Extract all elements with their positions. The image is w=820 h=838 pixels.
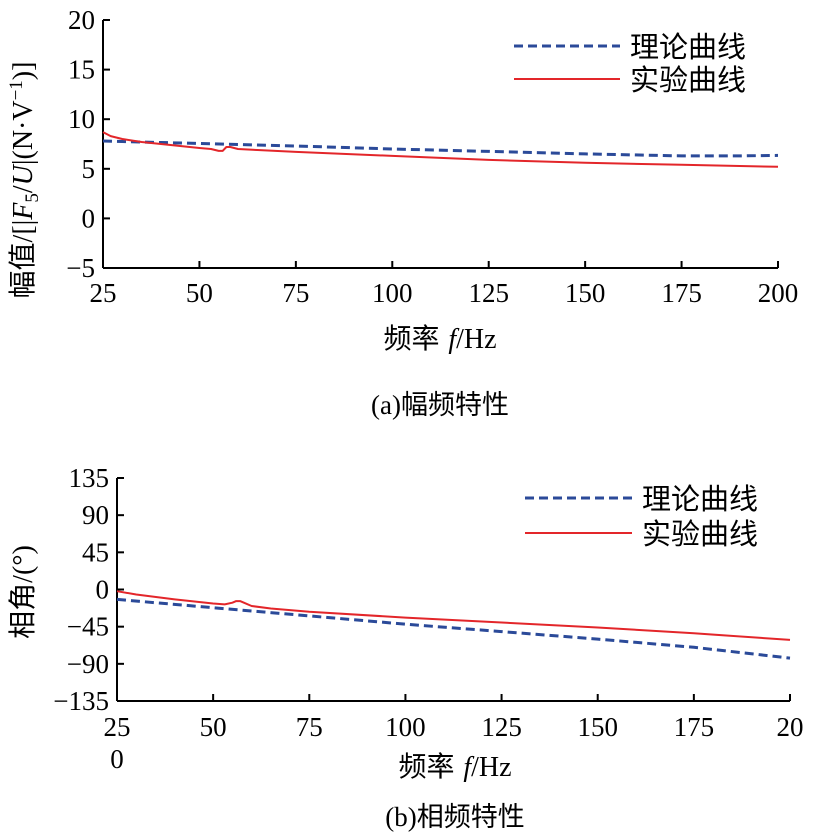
legend-theory-label: 理论曲线: [630, 30, 746, 64]
theory-curve: [116, 597, 791, 660]
legend-experiment-label: 实验曲线: [642, 517, 758, 551]
y-tick-label: −135: [53, 686, 109, 716]
caption-amplitude: (a)幅频特性: [371, 390, 509, 420]
x-tick-label: 50: [200, 712, 227, 742]
y-tick-label: 0: [82, 203, 96, 233]
y-tick-label: 45: [82, 537, 109, 567]
theory-curve: [102, 139, 779, 158]
x-tick-label: 175: [661, 278, 702, 308]
y-tick-label: 15: [68, 55, 95, 85]
amplitude-y-axis-label: 幅值/[|F5/U|(N·V−1)]: [6, 62, 43, 299]
x-tick-label: 200: [758, 278, 799, 308]
amplitude-axes: [102, 20, 778, 269]
x-tick-label: 75: [296, 712, 323, 742]
y-tick-label: −45: [67, 612, 109, 642]
experiment-curve: [102, 131, 779, 168]
phase-y-ticks: 135 90 45 0 −45 −90 −135: [53, 463, 124, 716]
caption-phase: (b)相频特性: [385, 802, 524, 832]
x-tick-label: 25: [90, 278, 117, 308]
phase-y-axis-label: 相角/(°): [6, 545, 39, 639]
x-tick-label: 125: [481, 712, 522, 742]
x-tick-label: 175: [674, 712, 715, 742]
y-tick-label: −90: [67, 649, 109, 679]
x-tick-label: 20: [777, 712, 804, 742]
legend-experiment-label: 实验曲线: [630, 63, 746, 97]
amplitude-y-ticks: 20 15 10 5 0 −5: [66, 5, 110, 283]
x-tick-label: 100: [385, 712, 426, 742]
y-tick-label: 5: [82, 154, 96, 184]
phase-x-ticks: 25 0 50 75 100 125 150 175 20: [104, 694, 804, 774]
amplitude-legend: 理论曲线 实验曲线: [514, 30, 746, 97]
experiment-curve: [116, 590, 791, 641]
x-tick-label: 150: [565, 278, 606, 308]
amplitude-series: [102, 131, 779, 168]
y-tick-label: 20: [68, 5, 95, 35]
phase-series: [116, 590, 791, 660]
amplitude-x-axis-label: 频率 f/Hz: [383, 322, 496, 355]
y-tick-label: 10: [68, 104, 95, 134]
legend-theory-label: 理论曲线: [642, 482, 758, 516]
phase-chart: 135 90 45 0 −45 −90 −135 25 0 50 75 100 125 150 175 20…: [6, 463, 804, 832]
amplitude-x-ticks: 25 50 75 100 125 150 175 200: [90, 261, 799, 308]
y-tick-label: 0: [96, 575, 110, 605]
x-tick-label: 100: [372, 278, 413, 308]
x-tick-label: 25 0: [104, 712, 131, 774]
y-tick-label: −5: [66, 253, 95, 283]
x-tick-label: 125: [468, 278, 509, 308]
phase-legend: 理论曲线 实验曲线: [525, 482, 758, 551]
y-tick-label: 135: [69, 463, 110, 493]
phase-x-axis-label: 频率 f/Hz: [398, 750, 511, 783]
x-tick-label: 75: [282, 278, 309, 308]
x-tick-label: 150: [577, 712, 618, 742]
y-tick-label: 90: [82, 500, 109, 530]
x-tick-label: 50: [186, 278, 213, 308]
